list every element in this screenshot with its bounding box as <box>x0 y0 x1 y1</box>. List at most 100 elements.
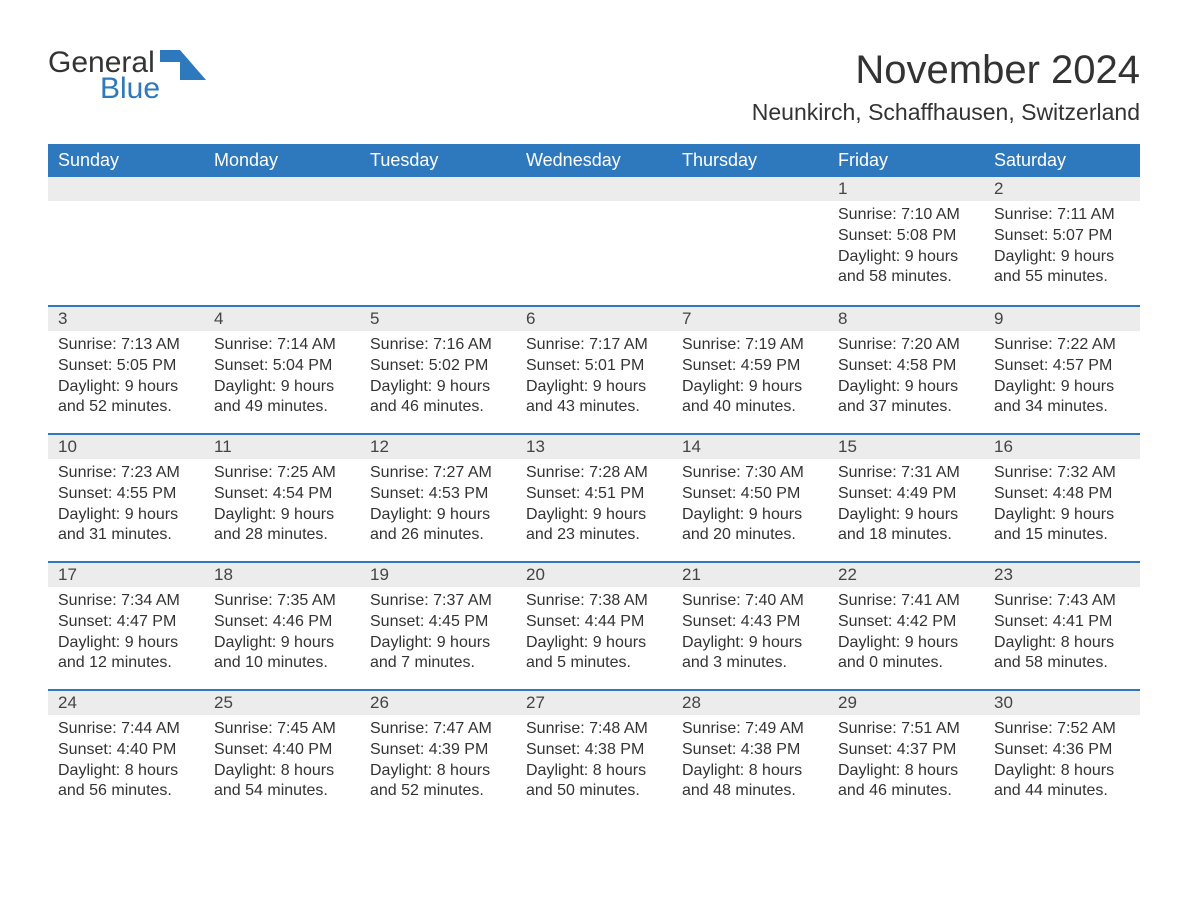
daylight-line-2: and 7 minutes. <box>370 653 506 674</box>
weekday-tuesday: Tuesday <box>360 144 516 177</box>
daylight-line-1: Daylight: 9 hours <box>58 633 194 654</box>
logo: General Blue <box>48 48 206 104</box>
weekday-sunday: Sunday <box>48 144 204 177</box>
weekday-saturday: Saturday <box>984 144 1140 177</box>
day-cell: 20Sunrise: 7:38 AMSunset: 4:44 PMDayligh… <box>516 563 672 689</box>
day-number: 22 <box>828 563 984 587</box>
day-number: 12 <box>360 435 516 459</box>
sunrise-line: Sunrise: 7:25 AM <box>214 463 350 484</box>
day-number: 15 <box>828 435 984 459</box>
day-cell: 2Sunrise: 7:11 AMSunset: 5:07 PMDaylight… <box>984 177 1140 305</box>
day-cell: 13Sunrise: 7:28 AMSunset: 4:51 PMDayligh… <box>516 435 672 561</box>
daylight-line-1: Daylight: 8 hours <box>682 761 818 782</box>
sunrise-line: Sunrise: 7:17 AM <box>526 335 662 356</box>
week-row: 3Sunrise: 7:13 AMSunset: 5:05 PMDaylight… <box>48 305 1140 433</box>
sunrise-line: Sunrise: 7:48 AM <box>526 719 662 740</box>
day-cell: 6Sunrise: 7:17 AMSunset: 5:01 PMDaylight… <box>516 307 672 433</box>
sunrise-line: Sunrise: 7:37 AM <box>370 591 506 612</box>
day-number: 18 <box>204 563 360 587</box>
daylight-line-1: Daylight: 8 hours <box>58 761 194 782</box>
day-body <box>672 201 828 217</box>
day-cell: 19 Sunrise: 7:37 AMSunset: 4:45 PMDayligh… <box>360 563 516 689</box>
day-number: 19 <box>360 563 516 587</box>
week-row: 1Sunrise: 7:10 AMSunset: 5:08 PMDaylight… <box>48 177 1140 305</box>
sunset-line: Sunset: 4:40 PM <box>214 740 350 761</box>
sunrise-line: Sunrise: 7:32 AM <box>994 463 1130 484</box>
daylight-line-2: and 58 minutes. <box>994 653 1130 674</box>
sunrise-line: Sunrise: 7:14 AM <box>214 335 350 356</box>
daylight-line-1: Daylight: 9 hours <box>214 377 350 398</box>
day-cell: 28Sunrise: 7:49 AMSunset: 4:38 PMDayligh… <box>672 691 828 817</box>
sunset-line: Sunset: 5:05 PM <box>58 356 194 377</box>
daylight-line-2: and 0 minutes. <box>838 653 974 674</box>
day-number: 21 <box>672 563 828 587</box>
day-body: Sunrise: 7:38 AMSunset: 4:44 PMDaylight:… <box>516 587 672 686</box>
sunrise-line: Sunrise: 7:47 AM <box>370 719 506 740</box>
weeks-container: 1Sunrise: 7:10 AMSunset: 5:08 PMDaylight… <box>48 177 1140 817</box>
day-body <box>48 201 204 217</box>
day-cell: 26Sunrise: 7:47 AMSunset: 4:39 PMDayligh… <box>360 691 516 817</box>
weekday-wednesday: Wednesday <box>516 144 672 177</box>
daylight-line-2: and 26 minutes. <box>370 525 506 546</box>
day-body: Sunrise: 7:14 AMSunset: 5:04 PMDaylight:… <box>204 331 360 430</box>
week-row: 17Sunrise: 7:34 AMSunset: 4:47 PMDayligh… <box>48 561 1140 689</box>
day-number: 7 <box>672 307 828 331</box>
daylight-line-2: and 54 minutes. <box>214 781 350 802</box>
day-body: Sunrise: 7:41 AMSunset: 4:42 PMDaylight:… <box>828 587 984 686</box>
daylight-line-1: Daylight: 9 hours <box>214 633 350 654</box>
day-cell: 14Sunrise: 7:30 AMSunset: 4:50 PMDayligh… <box>672 435 828 561</box>
daylight-line-1: Daylight: 9 hours <box>526 377 662 398</box>
daylight-line-1: Daylight: 8 hours <box>526 761 662 782</box>
day-number: 4 <box>204 307 360 331</box>
day-cell <box>48 177 204 305</box>
day-body: Sunrise: 7:22 AMSunset: 4:57 PMDaylight:… <box>984 331 1140 430</box>
day-cell <box>204 177 360 305</box>
day-number: 26 <box>360 691 516 715</box>
day-number <box>48 177 204 201</box>
day-cell: 23Sunrise: 7:43 AMSunset: 4:41 PMDayligh… <box>984 563 1140 689</box>
day-number: 17 <box>48 563 204 587</box>
sunset-line: Sunset: 4:59 PM <box>682 356 818 377</box>
daylight-line-1: Daylight: 9 hours <box>58 377 194 398</box>
daylight-line-1: Daylight: 9 hours <box>994 377 1130 398</box>
day-number: 20 <box>516 563 672 587</box>
daylight-line-2: and 44 minutes. <box>994 781 1130 802</box>
daylight-line-2: and 20 minutes. <box>682 525 818 546</box>
weekday-friday: Friday <box>828 144 984 177</box>
day-body: Sunrise: 7:34 AMSunset: 4:47 PMDaylight:… <box>48 587 204 686</box>
daylight-line-2: and 55 minutes. <box>994 267 1130 288</box>
day-number: 23 <box>984 563 1140 587</box>
daylight-line-1: Daylight: 9 hours <box>838 377 974 398</box>
day-cell: 25Sunrise: 7:45 AMSunset: 4:40 PMDayligh… <box>204 691 360 817</box>
daylight-line-2: and 50 minutes. <box>526 781 662 802</box>
daylight-line-2: and 28 minutes. <box>214 525 350 546</box>
daylight-line-2: and 10 minutes. <box>214 653 350 674</box>
sunrise-line: Sunrise: 7:30 AM <box>682 463 818 484</box>
sunset-line: Sunset: 4:40 PM <box>58 740 194 761</box>
sunset-line: Sunset: 4:45 PM <box>370 612 506 633</box>
day-number: 9 <box>984 307 1140 331</box>
day-cell: 18Sunrise: 7:35 AMSunset: 4:46 PMDayligh… <box>204 563 360 689</box>
daylight-line-2: and 48 minutes. <box>682 781 818 802</box>
daylight-line-2: and 46 minutes. <box>838 781 974 802</box>
week-row: 10Sunrise: 7:23 AMSunset: 4:55 PMDayligh… <box>48 433 1140 561</box>
day-number: 2 <box>984 177 1140 201</box>
day-body: Sunrise: 7:23 AMSunset: 4:55 PMDaylight:… <box>48 459 204 558</box>
daylight-line-2: and 43 minutes. <box>526 397 662 418</box>
day-cell: 5Sunrise: 7:16 AMSunset: 5:02 PMDaylight… <box>360 307 516 433</box>
week-row: 24Sunrise: 7:44 AMSunset: 4:40 PMDayligh… <box>48 689 1140 817</box>
daylight-line-1: Daylight: 9 hours <box>370 377 506 398</box>
day-number: 11 <box>204 435 360 459</box>
sunrise-line: Sunrise: 7:43 AM <box>994 591 1130 612</box>
day-body <box>204 201 360 217</box>
daylight-line-1: Daylight: 9 hours <box>838 633 974 654</box>
day-body: Sunrise: 7:51 AMSunset: 4:37 PMDaylight:… <box>828 715 984 814</box>
sunrise-line: Sunrise: 7:49 AM <box>682 719 818 740</box>
daylight-line-2: and 23 minutes. <box>526 525 662 546</box>
daylight-line-2: and 12 minutes. <box>58 653 194 674</box>
daylight-line-1: Daylight: 9 hours <box>370 633 506 654</box>
day-body: Sunrise: 7:32 AMSunset: 4:48 PMDaylight:… <box>984 459 1140 558</box>
day-cell: 11Sunrise: 7:25 AMSunset: 4:54 PMDayligh… <box>204 435 360 561</box>
day-cell: 21Sunrise: 7:40 AMSunset: 4:43 PMDayligh… <box>672 563 828 689</box>
daylight-line-2: and 15 minutes. <box>994 525 1130 546</box>
